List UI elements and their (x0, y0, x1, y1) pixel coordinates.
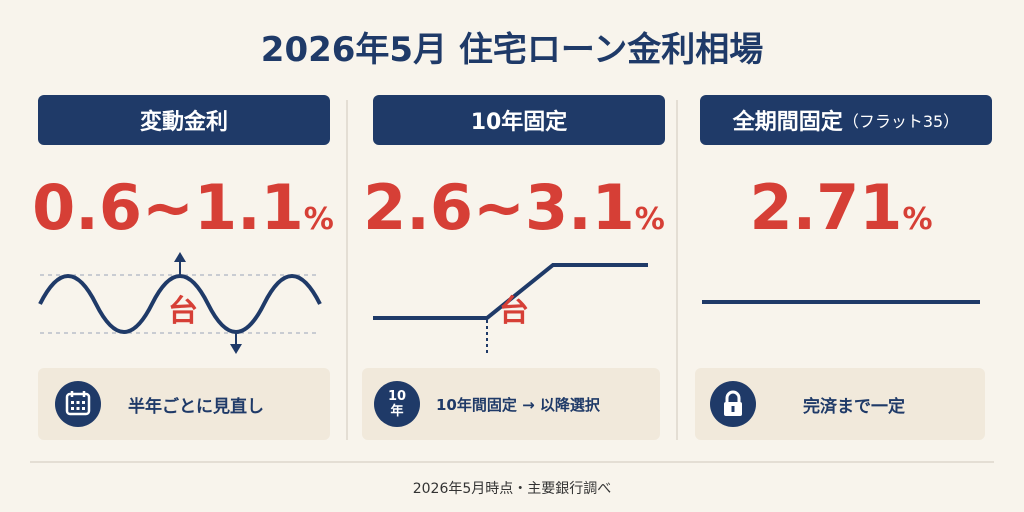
step-line (373, 263, 648, 320)
badge-text: 半年ごとに見直し (128, 396, 264, 417)
badge-icon: 10年 (374, 381, 420, 427)
rate-value: 2.71 (749, 171, 903, 244)
badge-text: 完済まで一定 (803, 396, 905, 417)
arrow-head (174, 252, 186, 262)
badge: 10年 10年間固定 → 以降選択 (362, 368, 660, 440)
calendar-icon (55, 381, 101, 427)
lock-icon (710, 381, 756, 427)
column-header: 10年固定 (373, 95, 665, 145)
rate-suffix: % (902, 202, 933, 237)
badge-text: 10年間固定 → 以降選択 (436, 395, 600, 414)
rate: 2.71% (676, 168, 1006, 260)
rate-value: 2.6~3.1 (363, 171, 635, 244)
rate-value: 0.6~1.1 (32, 171, 304, 244)
header-text: 全期間固定 (732, 110, 843, 135)
column-header: 変動金利 (38, 95, 330, 145)
rate: 2.6~3.1%台 (349, 168, 679, 352)
rate: 0.6~1.1%台 (18, 168, 348, 352)
badge: 半年ごとに見直し (38, 368, 330, 440)
rate-suffix: %台 (168, 202, 334, 329)
rate-suffix: %台 (499, 202, 665, 329)
badge: 完済まで一定 (695, 368, 985, 440)
header-note: （フラット35） (842, 112, 960, 131)
column-header: 全期間固定 （フラット35） (700, 95, 992, 145)
wave (38, 274, 322, 334)
arrow-head (230, 344, 242, 354)
footnote: 2026年5月時点・主要銀行調べ (412, 481, 612, 497)
title: 2026年5月 住宅ローン金利相場 (260, 30, 764, 70)
